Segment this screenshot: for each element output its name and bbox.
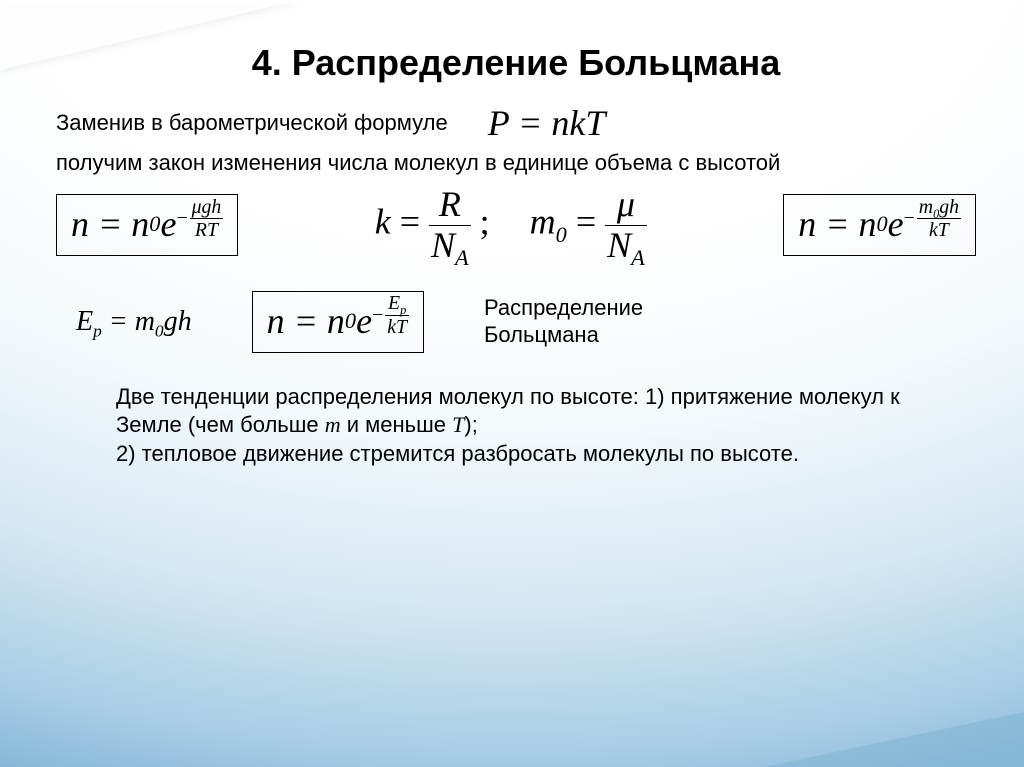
- eq-n-mugh-box: n = n0e − μgh RT: [56, 194, 238, 256]
- eq-Ep-E: E: [76, 306, 93, 337]
- eq-k: k: [375, 202, 391, 242]
- eq4-num-m: m: [919, 196, 933, 218]
- eq-m0-denA: A: [631, 245, 645, 270]
- eq4-exponent: − m0gh kT: [904, 207, 961, 241]
- slide-title: 4. Распределение Больцмана: [56, 42, 976, 84]
- eq-k-eq: =: [391, 202, 429, 242]
- para-2: 2) тепловое движение стремится разбросат…: [116, 441, 799, 466]
- body-line: получим закон изменения числа молекул в …: [56, 150, 976, 176]
- eq-k-num: R: [437, 186, 463, 224]
- para-1b: и меньше: [341, 412, 452, 437]
- eq-k-denA: A: [455, 245, 469, 270]
- eq-m0-denN: N: [607, 225, 631, 265]
- eqB-e: e: [356, 300, 372, 342]
- eq-Ep-rest: gh: [164, 306, 192, 337]
- eqB-exponent: − Ep kT: [372, 304, 409, 338]
- para-1a: Две тенденции распределения молекул по в…: [116, 384, 900, 438]
- eqB-num-E: E: [388, 292, 400, 314]
- eq-m0-m: m: [530, 202, 556, 242]
- eq-k-denN: N: [431, 225, 455, 265]
- eq-k-def: k = R NA ;: [375, 186, 490, 265]
- boltzmann-label-l2: Больцмана: [484, 322, 643, 348]
- eq-n-exp-den: RT: [193, 220, 220, 241]
- eq-Ep-p: p: [93, 321, 102, 340]
- intro-line: Заменив в барометрической формуле P = nk…: [56, 102, 976, 144]
- eqB-lhs: n = n: [267, 300, 345, 342]
- eq-boltzmann-box: n = n0e − Ep kT: [252, 291, 424, 353]
- mid-definitions: k = R NA ; m0 = μ NA: [375, 186, 647, 265]
- eq-pressure: P = nkT: [488, 102, 606, 144]
- slide-body: 4. Распределение Больцмана Заменив в бар…: [0, 0, 1024, 767]
- boltzmann-label-l1: Распределение: [484, 295, 643, 321]
- eq4-num-rest: gh: [939, 196, 959, 218]
- eq-m0-def: m0 = μ NA: [530, 186, 647, 265]
- equation-row-1: n = n0e − μgh RT k = R NA: [56, 186, 976, 265]
- eq-m0-num: μ: [615, 186, 637, 224]
- eq-Ep-sub0: 0: [155, 321, 164, 340]
- eq-n-m0gh-box: n = n0e − m0gh kT: [783, 194, 976, 256]
- conclusion-paragraph: Две тенденции распределения молекул по в…: [116, 383, 936, 469]
- para-T: T: [452, 412, 464, 437]
- para-1c: );: [464, 412, 477, 437]
- eqB-den: kT: [385, 317, 409, 338]
- eq-Ep-eq: = m: [102, 306, 155, 337]
- eq-Ep: Ep = m0gh: [76, 306, 192, 338]
- boltzmann-label: Распределение Больцмана: [484, 295, 643, 348]
- eq-n-exp-num: μgh: [190, 197, 224, 218]
- intro-text: Заменив в барометрической формуле: [56, 110, 448, 136]
- eq4-e: e: [888, 203, 904, 245]
- eq-m0-sub: 0: [556, 222, 567, 247]
- eq4-lhs: n = n: [798, 203, 876, 245]
- eq-n-lhs: n = n: [71, 203, 149, 245]
- eq-m0-eq: =: [567, 202, 605, 242]
- eq-n-exponent: − μgh RT: [176, 207, 223, 241]
- equation-row-2: Ep = m0gh n = n0e − Ep kT Распределен: [56, 291, 976, 353]
- eq4-den: kT: [927, 220, 951, 241]
- eq-n-e: e: [160, 203, 176, 245]
- para-m: m: [325, 412, 341, 437]
- eq-k-semi: ;: [480, 202, 490, 242]
